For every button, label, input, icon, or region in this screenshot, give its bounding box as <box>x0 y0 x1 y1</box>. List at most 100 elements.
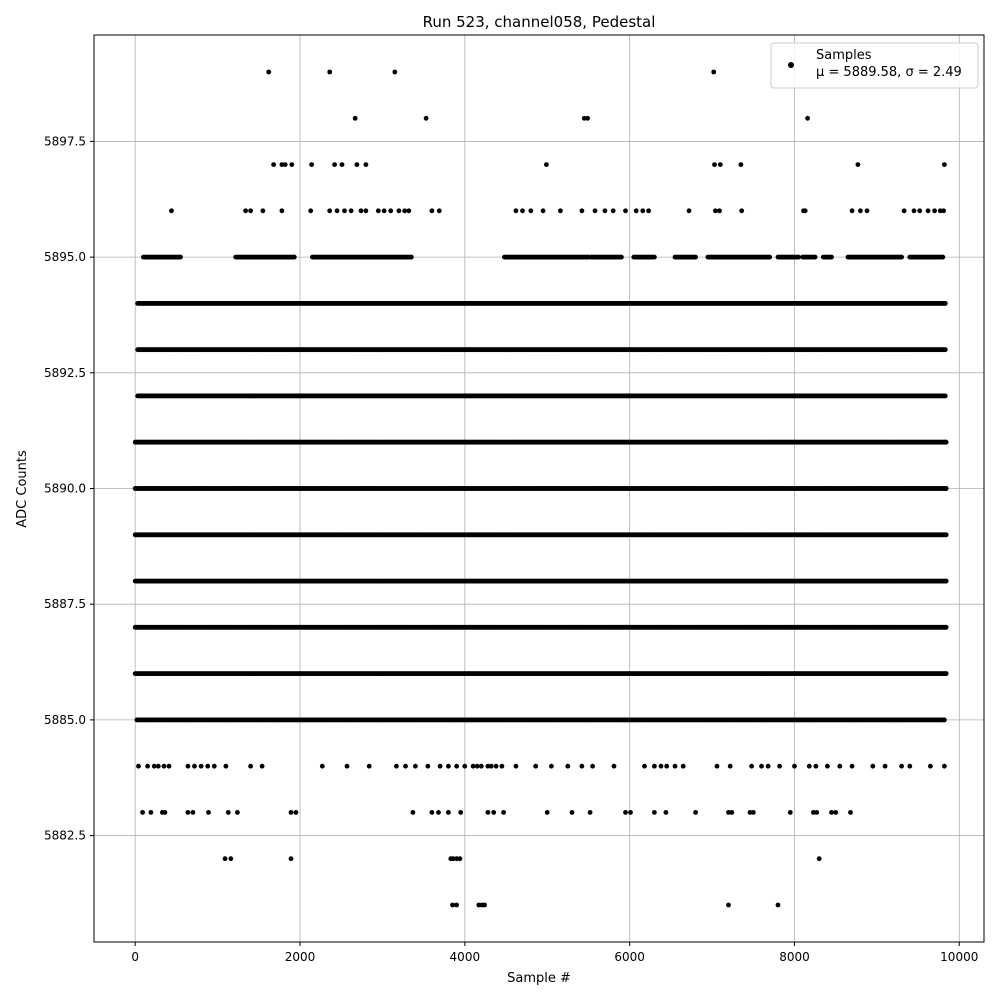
data-point <box>392 69 398 75</box>
data-point <box>585 115 590 121</box>
data-point <box>513 763 519 769</box>
data-point <box>332 162 337 168</box>
data-point <box>747 810 753 815</box>
data-point <box>937 208 943 214</box>
data-point <box>727 763 733 769</box>
data-point <box>640 208 646 214</box>
data-point <box>750 810 756 815</box>
data-point <box>319 763 325 769</box>
data-point <box>686 208 692 214</box>
data-point <box>849 208 855 214</box>
data-point <box>450 856 456 862</box>
data-point <box>642 763 647 769</box>
data-point <box>363 208 369 214</box>
data-point <box>458 810 464 815</box>
data-points <box>132 69 949 908</box>
data-point <box>394 763 399 769</box>
data-point <box>726 902 731 908</box>
data-point <box>308 208 314 214</box>
data-point <box>942 301 948 306</box>
data-point <box>235 810 240 815</box>
data-point <box>396 208 402 214</box>
data-point <box>279 162 285 168</box>
data-point <box>148 810 154 815</box>
data-point <box>446 810 451 815</box>
data-point <box>680 763 686 769</box>
data-point <box>569 810 575 815</box>
data-point <box>454 902 459 908</box>
data-point <box>899 254 904 260</box>
data-point <box>558 208 563 214</box>
data-point <box>901 208 907 214</box>
data-point <box>499 763 505 769</box>
data-point <box>848 810 853 815</box>
data-point <box>450 902 455 908</box>
data-point <box>225 810 231 815</box>
data-point <box>619 254 624 260</box>
data-point <box>533 763 539 769</box>
data-point <box>485 810 491 815</box>
data-point <box>792 763 797 769</box>
data-point <box>457 856 463 862</box>
data-point <box>402 208 408 214</box>
data-point <box>549 763 554 769</box>
data-point <box>513 208 519 214</box>
data-point <box>942 347 948 353</box>
data-point <box>162 810 168 815</box>
data-point <box>485 763 491 769</box>
data-point <box>765 763 771 769</box>
data-point <box>813 763 819 769</box>
data-point <box>366 763 372 769</box>
data-point <box>672 763 678 769</box>
data-point <box>623 208 628 214</box>
data-point <box>520 208 525 214</box>
data-point <box>623 810 628 815</box>
data-point <box>342 208 347 214</box>
data-point <box>410 810 416 815</box>
data-point <box>825 763 830 769</box>
data-point <box>837 763 843 769</box>
data-point <box>185 810 191 815</box>
data-point <box>327 208 333 214</box>
data-point <box>941 208 946 214</box>
data-point <box>870 763 876 769</box>
data-point <box>403 763 408 769</box>
data-point <box>628 810 633 815</box>
data-point <box>540 208 546 214</box>
data-point <box>917 208 923 214</box>
data-point <box>327 69 333 75</box>
data-point <box>652 763 657 769</box>
data-point <box>223 763 229 769</box>
data-point <box>288 810 294 815</box>
data-point <box>470 763 476 769</box>
data-point <box>726 810 731 815</box>
data-point <box>943 439 949 445</box>
data-point <box>339 162 345 168</box>
data-point <box>454 763 459 769</box>
data-point <box>436 208 442 214</box>
data-point <box>864 208 870 214</box>
data-point <box>729 810 735 815</box>
data-point <box>260 208 266 214</box>
data-point <box>907 763 913 769</box>
data-point <box>796 254 801 260</box>
data-point <box>185 763 191 769</box>
data-point <box>288 856 294 862</box>
data-point <box>579 208 585 214</box>
data-point <box>446 763 451 769</box>
data-point <box>587 810 593 815</box>
data-point <box>291 254 297 260</box>
data-point <box>482 902 487 908</box>
data-point <box>206 810 211 815</box>
data-point <box>544 162 549 168</box>
data-point <box>658 763 664 769</box>
data-point <box>942 393 948 399</box>
data-point <box>928 763 933 769</box>
data-point <box>833 810 839 815</box>
data-point <box>476 902 482 908</box>
data-point <box>717 208 722 214</box>
data-point <box>248 208 254 214</box>
data-point <box>178 254 183 260</box>
data-point <box>375 208 381 214</box>
